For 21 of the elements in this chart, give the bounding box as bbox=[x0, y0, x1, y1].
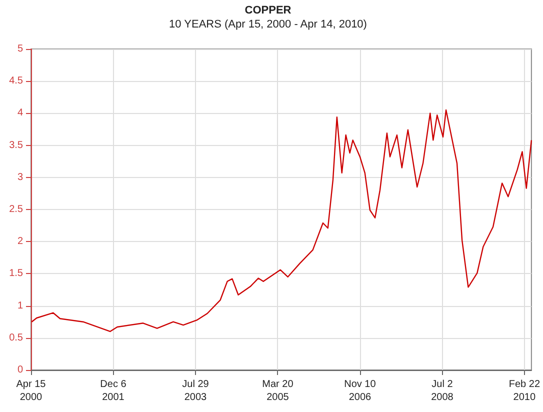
x-tick-label: Jul 2 2008 bbox=[431, 379, 454, 403]
line-series bbox=[31, 109, 532, 332]
x-tick-label: Nov 10 2006 bbox=[344, 379, 376, 403]
x-tick-label: Jul 29 2003 bbox=[182, 379, 210, 403]
x-tick-label: Apr 15 2000 bbox=[16, 379, 46, 403]
y-tick-label: 1.5 bbox=[9, 268, 24, 280]
y-tick-label: 4.5 bbox=[9, 76, 24, 87]
chart-subtitle: 10 YEARS (Apr 15, 2000 - Apr 14, 2010) bbox=[169, 18, 367, 30]
y-tick-label: 4 bbox=[17, 108, 24, 119]
y-tick-label: 3 bbox=[17, 172, 24, 183]
y-tick-label: 2 bbox=[17, 236, 24, 248]
x-tick-label: Mar 20 2005 bbox=[262, 379, 294, 403]
y-tick-label: 1 bbox=[17, 300, 24, 312]
y-tick-label: 2.5 bbox=[9, 204, 24, 215]
x-tick-label: Dec 6 2001 bbox=[100, 379, 127, 403]
y-tick-label: 3.5 bbox=[9, 140, 24, 151]
y-tick-label: 5 bbox=[17, 44, 24, 54]
y-tick-label: 0.5 bbox=[9, 332, 24, 344]
chart-title: COPPER bbox=[244, 4, 292, 16]
x-tick-label: Feb 22 2010 bbox=[508, 379, 540, 403]
y-tick-label: 0 bbox=[17, 364, 24, 376]
